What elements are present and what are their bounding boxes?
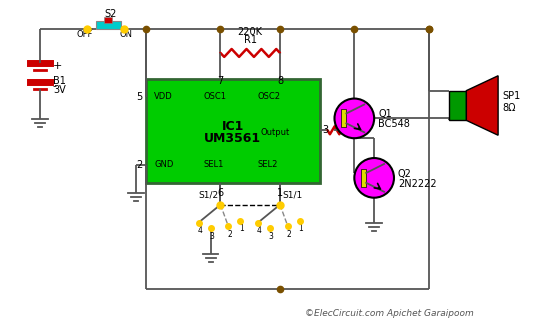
Text: Q2: Q2 [398, 169, 412, 179]
Text: OSC1: OSC1 [204, 92, 226, 101]
Text: B1: B1 [53, 76, 66, 86]
Text: 3: 3 [268, 232, 273, 241]
Text: R2: R2 [340, 114, 353, 124]
Text: 4: 4 [257, 226, 262, 235]
Text: R1: R1 [244, 35, 257, 45]
Text: SP1: SP1 [502, 91, 520, 101]
Text: 3V: 3V [53, 85, 66, 95]
Text: S2: S2 [104, 9, 117, 19]
Bar [105, 17, 112, 23]
Text: 3: 3 [209, 232, 214, 241]
Text: 6: 6 [218, 188, 224, 198]
Text: SEL2: SEL2 [257, 160, 278, 170]
Text: SEL1: SEL1 [204, 160, 224, 170]
Text: Q1: Q1 [378, 110, 392, 119]
Text: 1: 1 [277, 188, 283, 198]
Text: IC1: IC1 [222, 120, 244, 133]
Text: BC548: BC548 [378, 119, 410, 129]
Text: +: + [53, 61, 62, 71]
Text: GND: GND [154, 160, 174, 170]
Polygon shape [466, 76, 498, 135]
Text: 220K: 220K [237, 27, 263, 37]
Text: Output: Output [260, 128, 289, 137]
Text: 7: 7 [217, 76, 224, 86]
Text: 10K: 10K [337, 106, 356, 116]
Text: ©ElecCircuit.com Apichet Garaipoom: ©ElecCircuit.com Apichet Garaipoom [305, 309, 473, 318]
Text: 2: 2 [227, 230, 232, 239]
Text: 2: 2 [136, 160, 142, 170]
Text: 1: 1 [239, 224, 244, 233]
Bar [342, 110, 347, 127]
Bar [449, 91, 466, 120]
Bar [146, 79, 320, 183]
Text: 8: 8 [277, 76, 283, 86]
Text: OSC2: OSC2 [257, 92, 280, 101]
Text: S1/2: S1/2 [198, 190, 219, 199]
Circle shape [334, 98, 374, 138]
Text: UM3561: UM3561 [204, 132, 261, 145]
Text: 3: 3 [322, 125, 329, 135]
Bar [361, 169, 366, 187]
Text: 8Ω: 8Ω [502, 103, 516, 113]
Text: OFF: OFF [77, 30, 93, 39]
Text: 4: 4 [197, 226, 202, 235]
Text: 2N2222: 2N2222 [398, 179, 436, 189]
Text: VDD: VDD [154, 92, 173, 101]
Text: S1/1: S1/1 [282, 190, 302, 199]
Circle shape [354, 158, 394, 198]
Text: 5: 5 [136, 92, 142, 102]
Text: ON: ON [120, 30, 133, 39]
Text: 1: 1 [299, 224, 303, 233]
Text: 2: 2 [287, 230, 291, 239]
Text: -: - [53, 81, 57, 91]
Bar [95, 21, 121, 29]
